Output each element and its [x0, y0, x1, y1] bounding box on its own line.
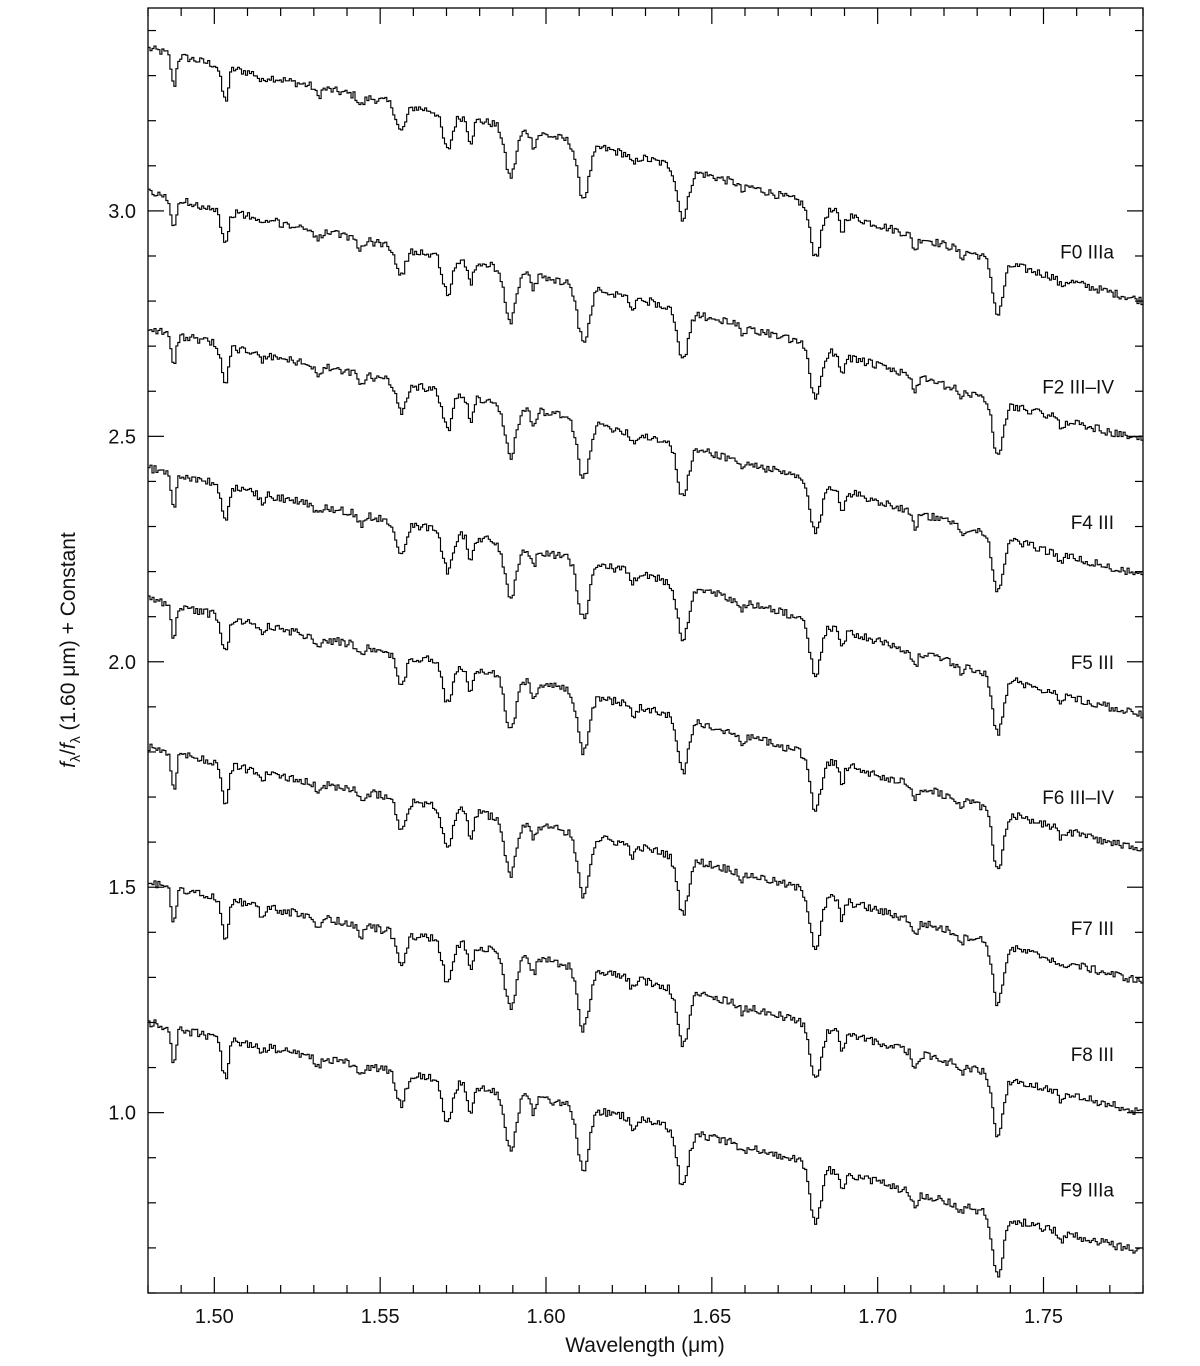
y-tick-labels: 1.0 1.5 2.0 2.5 3.0	[108, 201, 136, 1125]
y-title-rest: (1.60 μm) + Constant	[57, 532, 80, 736]
y-title-slash: /	[57, 749, 80, 755]
spectrum-line	[148, 327, 1144, 593]
spectrum-line	[148, 45, 1144, 316]
y-title-sub1: λ	[67, 755, 83, 762]
series-label: F4 III	[1071, 513, 1114, 534]
x-tick-label: 1.70	[858, 1306, 897, 1328]
x-tick-label: 1.55	[361, 1306, 400, 1328]
spectrum-line	[148, 188, 1144, 455]
series-label: F9 IIIa	[1060, 1180, 1114, 1201]
plot-frame	[147, 7, 1144, 1294]
series-label: F5 III	[1071, 653, 1114, 674]
spectrum-line	[148, 464, 1144, 736]
series-label: F7 III	[1071, 919, 1114, 940]
y-title-sub2: λ	[67, 736, 83, 743]
spectrum-line	[148, 1019, 1144, 1278]
x-tick-label: 1.75	[1024, 1306, 1063, 1328]
x-tick-label: 1.65	[692, 1306, 731, 1328]
series-label: F8 III	[1071, 1045, 1114, 1066]
spectrum-line	[148, 880, 1144, 1138]
y-tick-label: 1.5	[108, 877, 136, 899]
y-tick-label: 1.0	[108, 1103, 136, 1125]
series-labels: F0 IIIa F2 III–IV F4 III F5 III F6 III–IV F7 …	[1042, 242, 1114, 1201]
series-label: F2 III–IV	[1042, 378, 1114, 399]
spectrum-line	[148, 595, 1144, 870]
y-tick-label: 3.0	[108, 201, 136, 223]
x-tick-label: 1.50	[195, 1306, 234, 1328]
x-axis-title: Wavelength (μm)	[565, 1334, 725, 1357]
y-axis-title: fλ/fλ (1.60 μm) + Constant	[57, 532, 83, 768]
x-tick-labels: 1.50 1.55 1.60 1.65 1.70 1.75	[195, 1306, 1063, 1328]
axis-ticks	[147, 8, 1144, 1294]
series-label: F6 III–IV	[1042, 788, 1114, 809]
y-title-f1: f	[57, 760, 80, 768]
x-tick-label: 1.60	[527, 1306, 566, 1328]
y-tick-label: 2.0	[108, 652, 136, 674]
spectrum-line	[148, 743, 1144, 1007]
y-title-f2: f	[57, 741, 80, 749]
spectra-series	[148, 45, 1144, 1278]
y-tick-label: 2.5	[108, 426, 136, 448]
series-label: F0 IIIa	[1060, 242, 1114, 263]
